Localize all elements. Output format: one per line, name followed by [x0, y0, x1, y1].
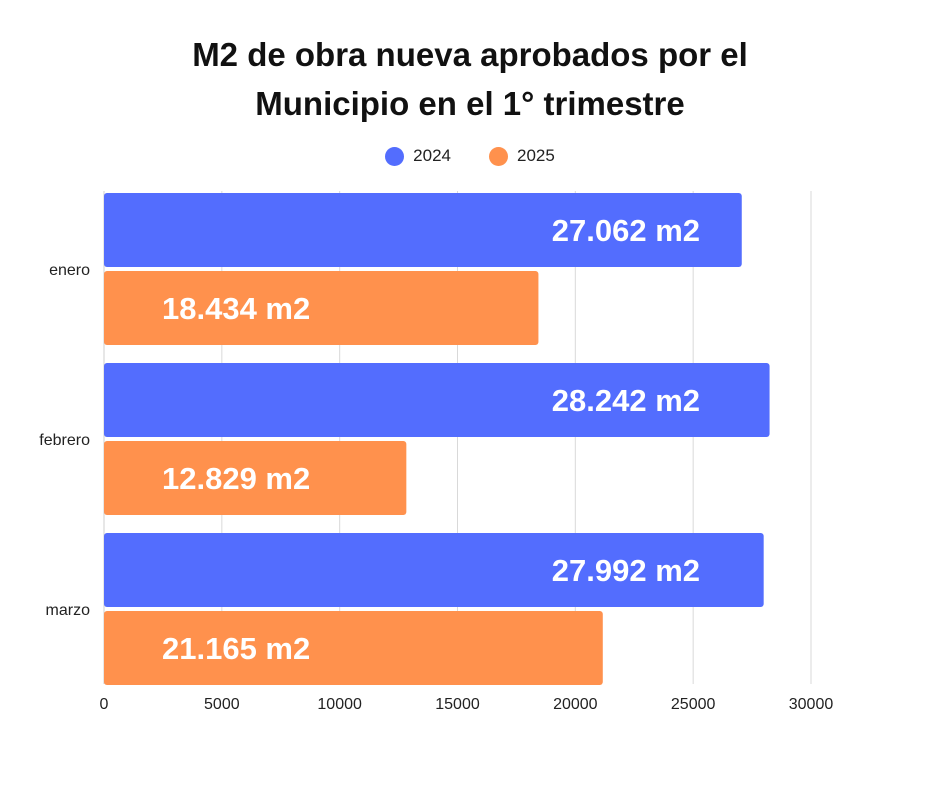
bar-febrero-2024	[104, 363, 770, 437]
data-label-febrero-2025: 12.829 m2	[162, 461, 310, 496]
data-label-marzo-2025: 21.165 m2	[162, 631, 310, 666]
x-tick-label-25000: 25000	[671, 696, 716, 713]
bar-marzo-2025	[104, 611, 603, 685]
legend-swatch-2025	[489, 146, 508, 166]
data-label-marzo-2024: 27.992 m2	[552, 553, 700, 588]
x-tick-label-10000: 10000	[317, 696, 362, 713]
data-label-enero-2024: 27.062 m2	[552, 213, 700, 248]
chart-title: M2 de obra nueva aprobados por el Munici…	[0, 30, 940, 128]
category-label-marzo: marzo	[46, 602, 91, 619]
legend-label-2025: 2025	[517, 146, 555, 165]
chart-title-line-1: M2 de obra nueva aprobados por el	[192, 36, 748, 73]
chart-title-line-2: Municipio en el 1° trimestre	[255, 85, 685, 122]
x-tick-label-0: 0	[100, 696, 109, 713]
data-label-enero-2025: 18.434 m2	[162, 291, 310, 326]
chart-legend: 2024 2025	[0, 146, 940, 166]
x-tick-label-30000: 30000	[789, 696, 834, 713]
category-label-enero: enero	[49, 262, 90, 279]
legend-swatch-2024	[385, 146, 405, 166]
legend-item-2025[interactable]: 2025	[489, 146, 555, 166]
bar-febrero-2025	[104, 441, 407, 515]
data-label-febrero-2024: 28.242 m2	[552, 383, 700, 418]
legend-label-2024: 2024	[413, 146, 451, 165]
bar-enero-2025	[104, 271, 539, 345]
x-tick-label-20000: 20000	[553, 696, 598, 713]
x-tick-label-5000: 5000	[204, 696, 240, 713]
x-tick-label-15000: 15000	[435, 696, 480, 713]
bar-enero-2024	[104, 193, 742, 267]
category-label-febrero: febrero	[39, 432, 90, 449]
legend-item-2024[interactable]: 2024	[385, 146, 451, 166]
bar-marzo-2024	[104, 533, 764, 607]
